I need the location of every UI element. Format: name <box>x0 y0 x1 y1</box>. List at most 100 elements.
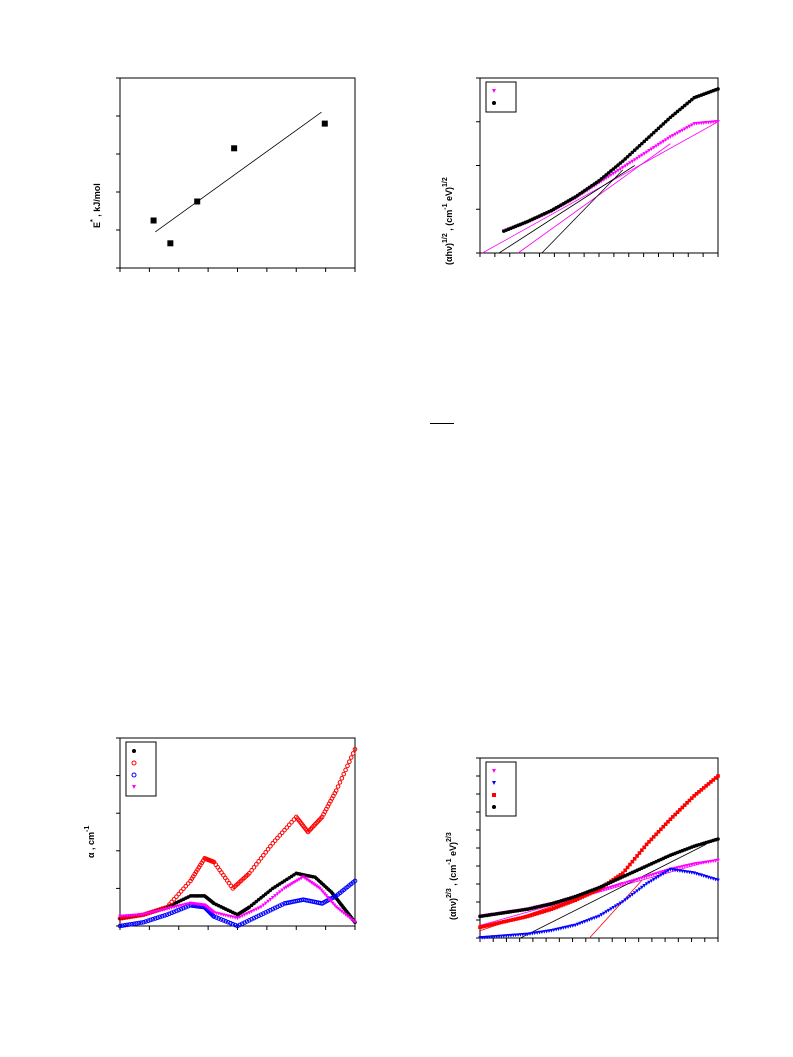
series-1 <box>478 867 720 940</box>
series-3-point-101 <box>319 888 324 893</box>
series-3-point-84 <box>290 882 294 886</box>
series-2-point-61 <box>237 922 243 928</box>
series-2-point-73 <box>265 909 271 914</box>
fit-line-2 <box>589 880 643 939</box>
series-3-point-110 <box>334 905 338 909</box>
series-0-point-54 <box>630 159 635 164</box>
series-2-point-98 <box>711 778 716 782</box>
series-1-point-54 <box>606 908 611 913</box>
series-2-point-76 <box>659 827 663 832</box>
y-axis-label-sup: 1/2 <box>442 233 449 243</box>
series-0-point-93 <box>699 861 704 865</box>
y-axis-label-main: α , cm <box>86 832 96 858</box>
series-2-point-52 <box>216 916 221 921</box>
series-3-point-91 <box>303 876 307 881</box>
series-2-point-33 <box>556 904 561 909</box>
series-2-point-4 <box>127 922 132 927</box>
series-1-point-13 <box>509 933 513 938</box>
series-2-point-67 <box>637 851 642 855</box>
series-3-point-75 <box>270 896 275 900</box>
legend-marker-0 <box>132 749 136 753</box>
y-axis-label-sup: * <box>90 219 97 222</box>
series-1-point-61 <box>647 135 651 139</box>
series-1-point-43 <box>580 920 585 925</box>
series-0-point-85 <box>680 865 685 869</box>
series-1-point-127 <box>347 759 352 764</box>
series-1-point-36 <box>563 925 568 930</box>
legend-marker-3 <box>132 785 136 789</box>
series-1-point-70 <box>644 882 649 886</box>
series-1-point-68 <box>663 119 668 124</box>
series-3-point-12 <box>146 911 150 916</box>
series-2-point-50 <box>211 914 217 919</box>
series-1-point-56 <box>611 905 616 910</box>
series-3-point-23 <box>172 905 176 910</box>
fit-line-2 <box>498 165 635 254</box>
data-point-2 <box>194 198 201 205</box>
series-1-point-50 <box>621 159 625 163</box>
series-3-point-80 <box>282 886 287 891</box>
series-0-point-48 <box>616 168 620 173</box>
series-0-point-97 <box>709 859 713 864</box>
series-2-point-0 <box>478 925 482 929</box>
series-1-point-100 <box>716 878 720 883</box>
series-3-point-21 <box>167 906 172 911</box>
series-0-point-85 <box>704 121 708 125</box>
series-3-point-100 <box>716 837 720 841</box>
series-0-point-96 <box>706 860 711 864</box>
series-0-point-45 <box>609 173 613 178</box>
series-3-point-105 <box>326 896 330 900</box>
series-3-point-74 <box>268 897 273 902</box>
series-1-point-88 <box>289 819 294 825</box>
series-2-point-6 <box>131 921 137 927</box>
series-2-point-14 <box>150 916 156 922</box>
series-2-point-73 <box>651 835 656 839</box>
series-2-point-25 <box>176 907 182 913</box>
data-point-0 <box>150 217 157 224</box>
series-2-point-66 <box>249 916 254 922</box>
series-1-point-5 <box>490 935 494 939</box>
series-2-point-8 <box>136 920 142 926</box>
legend-marker-0 <box>492 89 496 93</box>
series-3-point-15 <box>153 910 158 914</box>
series-1-point-37 <box>566 925 570 929</box>
series-2-point-78 <box>277 903 283 908</box>
series-2-point-44 <box>582 894 587 898</box>
y-axis-label-rest: , (cm <box>448 865 458 889</box>
series-2-point-76 <box>272 905 278 911</box>
series-1-point-25 <box>176 891 182 897</box>
series-2-point-40 <box>573 898 577 902</box>
series-1-point-121 <box>335 784 341 789</box>
legend-box <box>125 741 157 797</box>
series-2-point-9 <box>499 920 504 925</box>
series-2-point-0 <box>117 923 123 929</box>
series-1-point-1 <box>480 936 485 940</box>
y-axis-label-sup2: -1 <box>442 203 449 209</box>
series-0-point-83 <box>675 866 680 870</box>
series-0-point-50 <box>621 165 625 170</box>
series-0 <box>502 119 720 233</box>
series-1-point-79 <box>666 869 670 873</box>
series-0-point-80 <box>692 122 696 126</box>
series-1-point-7 <box>494 934 499 939</box>
series-1-point-26 <box>178 889 184 894</box>
series-2-point-20 <box>164 912 170 918</box>
series-1-point-34 <box>559 926 563 931</box>
series-0-point-82 <box>697 121 701 126</box>
series-1-point-76 <box>682 103 687 108</box>
series-2-point-58 <box>616 874 620 879</box>
y-axis-label-rest2: eV) <box>444 187 454 204</box>
series-2-point-24 <box>535 911 539 916</box>
series-2-point-24 <box>174 908 179 914</box>
series-2-point-3 <box>124 922 130 928</box>
series-2-point-7 <box>494 921 499 926</box>
series-3 <box>478 837 720 919</box>
y-axis-label-sup: 2/3 <box>446 888 453 898</box>
series-1-point-64 <box>630 893 635 897</box>
fit-line-1 <box>517 143 671 254</box>
series-2-point-16 <box>155 915 160 921</box>
series-0-point-78 <box>687 124 692 129</box>
series-3-point-3 <box>125 914 129 918</box>
series-2-point-75 <box>656 830 661 834</box>
series-2-point-61 <box>623 868 627 873</box>
